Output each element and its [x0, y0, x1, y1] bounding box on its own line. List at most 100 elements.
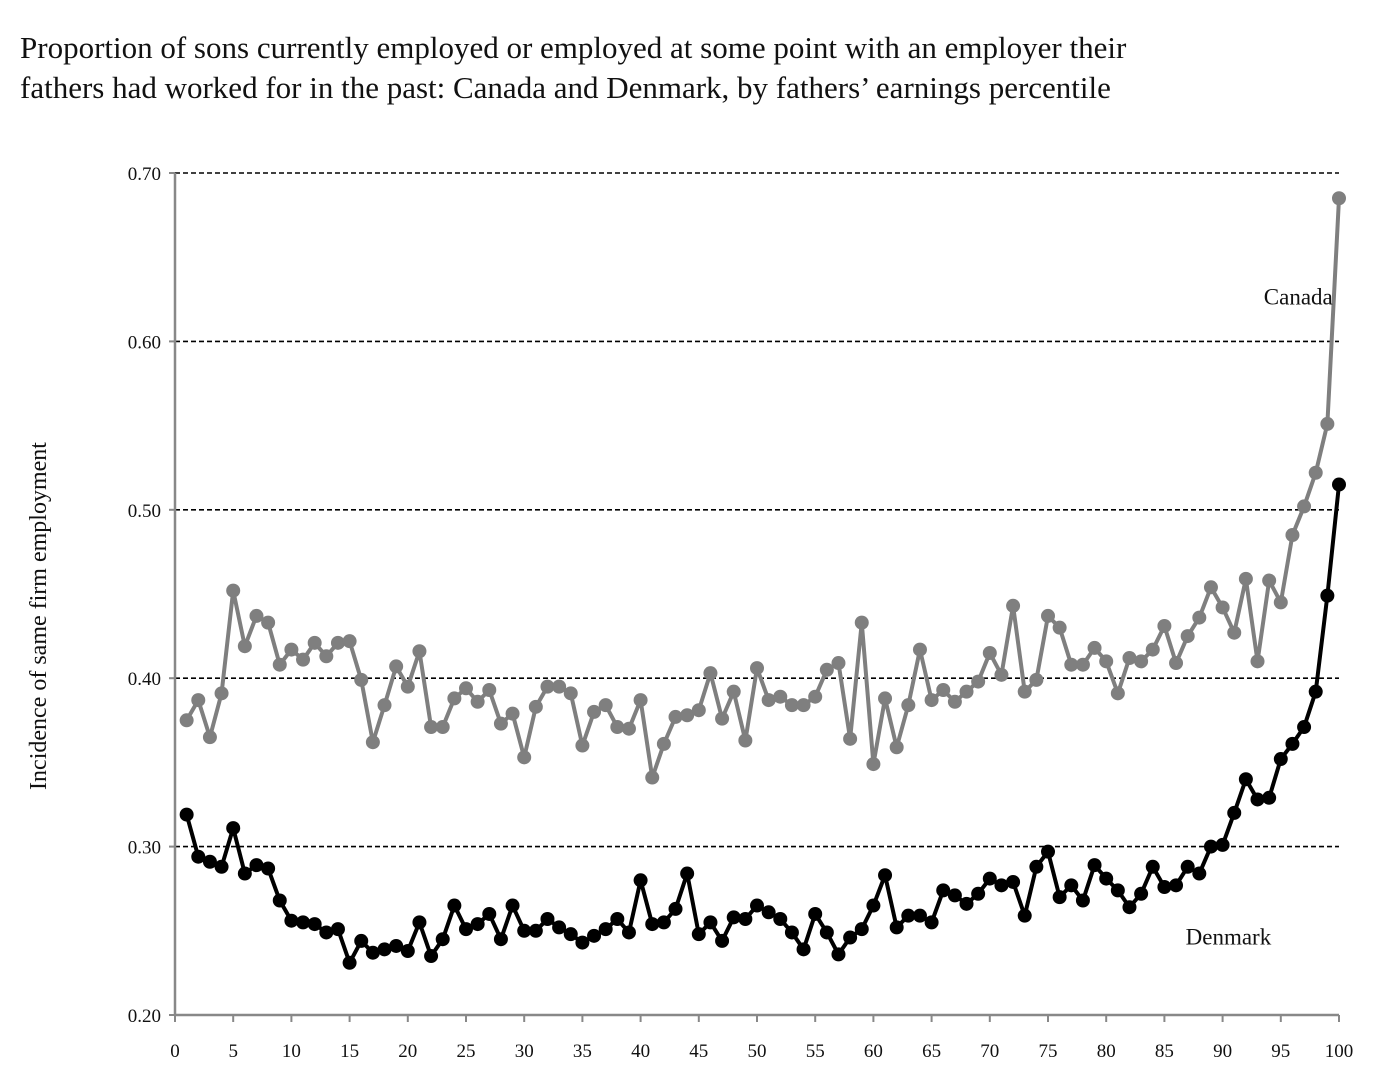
point-canada-46 — [703, 666, 718, 681]
point-canada-62 — [889, 740, 904, 755]
point-canada-58 — [843, 731, 858, 746]
point-denmark-59 — [854, 922, 869, 937]
point-denmark-62 — [889, 920, 904, 935]
point-canada-10 — [284, 642, 299, 657]
point-denmark-28 — [493, 932, 508, 947]
x-tick-label-30: 30 — [515, 1041, 534, 1062]
point-denmark-94 — [1262, 790, 1277, 805]
point-canada-40 — [633, 693, 648, 708]
point-canada-34 — [563, 686, 578, 701]
point-canada-97 — [1297, 499, 1312, 514]
point-canada-55 — [808, 689, 823, 704]
point-canada-33 — [552, 679, 567, 694]
point-denmark-38 — [610, 912, 625, 927]
point-canada-92 — [1238, 571, 1253, 586]
point-canada-77 — [1064, 657, 1079, 672]
point-denmark-46 — [703, 915, 718, 930]
point-canada-79 — [1087, 640, 1102, 655]
x-tick-label-75: 75 — [1039, 1041, 1058, 1062]
point-denmark-67 — [947, 888, 962, 903]
point-canada-57 — [831, 656, 846, 671]
point-denmark-41 — [645, 917, 660, 932]
point-denmark-37 — [598, 922, 613, 937]
annotation-denmark: Denmark — [1186, 924, 1272, 949]
point-canada-99 — [1320, 416, 1335, 431]
point-denmark-16 — [354, 933, 369, 948]
point-denmark-12 — [307, 917, 322, 932]
point-denmark-88 — [1192, 866, 1207, 881]
point-canada-43 — [668, 709, 683, 724]
point-canada-86 — [1169, 656, 1184, 671]
point-denmark-52 — [773, 912, 788, 927]
point-canada-68 — [959, 684, 974, 699]
x-tick-label-100: 100 — [1325, 1041, 1354, 1062]
x-tick-label-50: 50 — [748, 1041, 767, 1062]
x-tick-label-60: 60 — [864, 1041, 883, 1062]
point-canada-66 — [936, 682, 951, 697]
point-canada-82 — [1122, 650, 1137, 665]
x-tick-label-25: 25 — [457, 1041, 476, 1062]
point-denmark-57 — [831, 947, 846, 962]
chart-title: Proportion of sons currently employed or… — [20, 28, 1370, 108]
point-canada-25 — [459, 681, 473, 696]
point-denmark-64 — [912, 908, 927, 923]
x-tick-labels: 0 5 10 15 20 25 30 35 40 45 50 55 60 65 70 75 80 85 90 95 10… — [170, 1041, 1353, 1062]
point-denmark-27 — [482, 906, 497, 921]
point-denmark-84 — [1145, 859, 1160, 874]
x-tick-label-35: 35 — [573, 1041, 592, 1062]
y-axis-label: Incidence of same firm employment — [26, 442, 52, 790]
point-denmark-8 — [261, 861, 276, 876]
point-denmark-100 — [1332, 477, 1346, 492]
point-denmark-47 — [715, 933, 730, 948]
point-canada-80 — [1099, 654, 1114, 669]
point-canada-21 — [412, 644, 427, 659]
point-canada-26 — [470, 694, 485, 709]
point-denmark-63 — [901, 908, 916, 923]
point-denmark-90 — [1215, 837, 1230, 852]
point-denmark-9 — [272, 893, 287, 908]
point-canada-38 — [610, 720, 625, 735]
point-canada-85 — [1157, 618, 1172, 633]
point-denmark-71 — [994, 878, 1009, 893]
point-denmark-66 — [936, 883, 951, 898]
x-tick-label-65: 65 — [922, 1041, 941, 1062]
point-canada-15 — [342, 634, 357, 649]
point-canada-69 — [971, 674, 986, 689]
point-denmark-98 — [1308, 684, 1323, 699]
y-tick-label-0.70: 0.70 — [128, 164, 161, 185]
point-canada-2 — [191, 693, 206, 708]
point-denmark-21 — [412, 915, 427, 930]
point-denmark-87 — [1180, 859, 1195, 874]
point-denmark-99 — [1320, 588, 1335, 603]
point-denmark-1 — [179, 807, 194, 822]
y-tick-label-0.30: 0.30 — [128, 838, 161, 859]
point-canada-7 — [249, 608, 264, 623]
y-tick-label-0.40: 0.40 — [128, 669, 161, 690]
point-denmark-50 — [750, 898, 764, 913]
point-canada-29 — [505, 706, 520, 721]
x-tick-label-40: 40 — [631, 1041, 650, 1062]
point-canada-81 — [1110, 686, 1125, 701]
y-tick-label-0.60: 0.60 — [128, 332, 161, 353]
point-canada-100 — [1332, 191, 1346, 206]
point-denmark-89 — [1203, 839, 1218, 854]
point-denmark-91 — [1227, 805, 1242, 820]
point-canada-84 — [1145, 642, 1160, 657]
point-denmark-97 — [1297, 720, 1312, 735]
x-tick-label-10: 10 — [282, 1041, 301, 1062]
point-denmark-43 — [668, 901, 683, 916]
point-canada-42 — [656, 736, 671, 751]
point-denmark-31 — [528, 923, 543, 938]
point-denmark-18 — [377, 942, 392, 957]
point-canada-83 — [1134, 654, 1149, 669]
point-denmark-79 — [1087, 858, 1102, 873]
point-canada-51 — [761, 693, 776, 708]
y-tick-labels: 0.20 0.30 0.40 0.50 0.60 0.70 — [128, 164, 161, 1027]
point-canada-91 — [1227, 625, 1242, 640]
gridlines — [175, 172, 1339, 848]
point-denmark-65 — [924, 915, 939, 930]
point-canada-20 — [400, 679, 415, 694]
x-tick-label-70: 70 — [980, 1041, 999, 1062]
point-denmark-81 — [1110, 883, 1125, 898]
